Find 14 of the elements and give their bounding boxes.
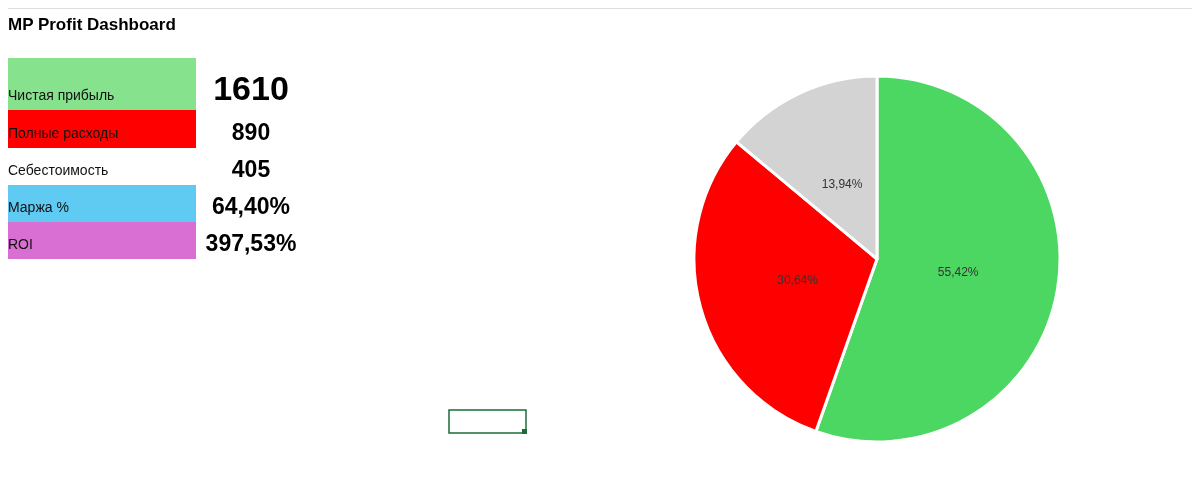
text: 64,40% bbox=[211, 193, 291, 219]
text: 890 bbox=[231, 119, 271, 145]
category-label: Себестоимость bbox=[8, 162, 109, 178]
data-label: 30,64% bbox=[777, 272, 819, 287]
data-label: 13,94% bbox=[821, 176, 863, 191]
text: 405 bbox=[231, 156, 271, 182]
category-label: ROI bbox=[8, 236, 33, 252]
text: 397,53% bbox=[205, 230, 297, 256]
category-label: Маржа % bbox=[8, 199, 69, 215]
text: 1610 bbox=[213, 69, 289, 107]
category-label: Полные расходы bbox=[8, 125, 119, 141]
data-label: 55,42% bbox=[937, 265, 979, 280]
category-label: Чистая прибыль bbox=[8, 87, 115, 103]
text: MP Profit Dashboard bbox=[8, 15, 176, 34]
